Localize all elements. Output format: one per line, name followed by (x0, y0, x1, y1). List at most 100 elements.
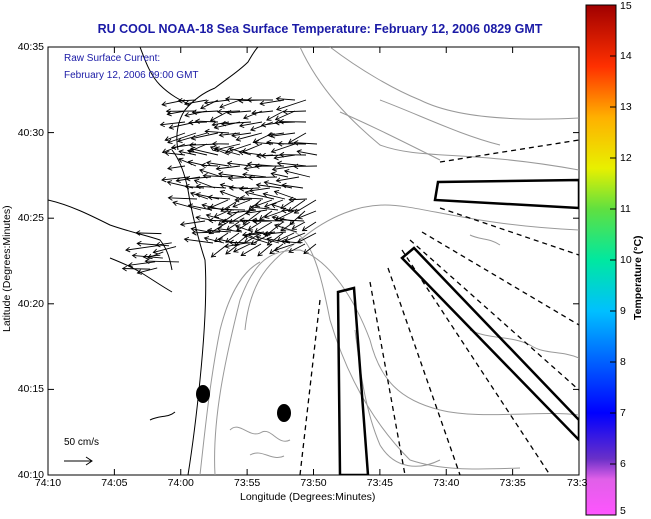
current-vector (282, 108, 307, 115)
scale-arrow (64, 456, 93, 466)
current-vector (199, 168, 223, 178)
current-vector (211, 121, 230, 128)
current-vector (203, 99, 230, 106)
current-vector (187, 203, 213, 211)
current-vector (190, 226, 210, 233)
current-vector (251, 217, 283, 224)
current-vector (275, 176, 300, 183)
current-vector (270, 171, 289, 178)
y-tick-label: 40:25 (17, 212, 44, 225)
current-vector (239, 195, 264, 201)
current-vector (228, 210, 251, 224)
current-vector (255, 182, 282, 189)
current-vector (220, 120, 252, 127)
current-vector (271, 165, 296, 172)
current-vector (191, 230, 221, 236)
current-vector (288, 243, 306, 254)
current-vector (142, 253, 161, 260)
current-vector (257, 243, 273, 257)
current-vector (191, 109, 219, 115)
current-vector (136, 267, 158, 275)
current-vector (301, 221, 317, 232)
current-vector (236, 221, 251, 232)
current-vector (284, 232, 306, 243)
current-vectors (121, 96, 318, 275)
current-vector (278, 118, 307, 125)
current-vector (240, 243, 262, 257)
current-vector (259, 210, 273, 220)
current-vector (270, 143, 296, 154)
current-vector (202, 173, 234, 179)
x-tick-label: 73:35 (499, 477, 526, 489)
current-vector (209, 110, 230, 122)
radar-beams (336, 178, 579, 475)
current-vector (224, 143, 252, 154)
current-vector (273, 243, 295, 252)
current-vector (167, 165, 186, 171)
colorbar-tick-label: 7 (620, 407, 626, 419)
current-vector (205, 160, 230, 167)
current-vector (214, 146, 241, 156)
current-vector (179, 220, 206, 227)
current-vector (276, 99, 307, 112)
current-vector (238, 185, 260, 192)
current-vector (209, 145, 230, 156)
colorbar-title: Temperature (°C) (632, 235, 644, 320)
current-vector (164, 150, 186, 157)
current-vector (255, 235, 280, 244)
current-vector (211, 141, 230, 147)
current-vector (226, 109, 252, 116)
current-vector (224, 96, 252, 102)
current-vector (291, 221, 306, 230)
bathymetry-contours (199, 47, 579, 475)
current-vector (277, 140, 307, 147)
current-vector (218, 132, 241, 138)
current-vector (281, 182, 304, 189)
colorbar-tick-label: 6 (620, 458, 626, 470)
current-vector (296, 149, 318, 156)
colorbar-tick-label: 14 (620, 50, 632, 62)
y-tick-label: 40:30 (17, 126, 44, 139)
current-vector (217, 210, 240, 226)
colorbar-tick-label: 8 (620, 356, 626, 368)
current-vector (250, 121, 274, 132)
current-vector (264, 210, 284, 219)
current-vector (218, 171, 245, 178)
current-vector (189, 191, 209, 200)
y-tick-label: 40:35 (17, 41, 44, 53)
current-vector (226, 221, 240, 231)
current-vector (250, 232, 273, 246)
current-vector (135, 230, 162, 236)
current-vector (213, 210, 229, 219)
current-vector (274, 210, 295, 221)
current-vector (125, 245, 160, 253)
x-tick-label: 73:50 (300, 477, 327, 489)
current-vector (293, 140, 318, 146)
current-vector (190, 132, 219, 141)
current-vector (186, 148, 208, 156)
current-vector (274, 110, 296, 121)
current-vector (219, 182, 238, 189)
current-vector (244, 190, 275, 200)
scale-label: 50 cm/s (64, 437, 100, 448)
current-vector (210, 243, 229, 258)
current-vector (214, 232, 229, 243)
colorbar-tick-label: 12 (620, 152, 632, 164)
y-tick-label: 40:10 (17, 469, 44, 481)
current-vector (238, 149, 263, 156)
colorbar-tick-label: 5 (620, 505, 626, 517)
current-vector (170, 143, 197, 150)
current-vector (233, 243, 251, 253)
current-vector (121, 265, 151, 272)
current-vector (246, 97, 274, 103)
colorbar-tick-label: 10 (620, 254, 632, 266)
y-tick-label: 40:20 (17, 297, 44, 310)
mooring-marker (277, 404, 291, 422)
current-vector (232, 199, 251, 208)
mooring-marker (196, 385, 210, 403)
current-vector (136, 240, 170, 247)
current-vector (161, 176, 190, 183)
current-vector (254, 221, 273, 233)
current-vector (297, 210, 317, 220)
